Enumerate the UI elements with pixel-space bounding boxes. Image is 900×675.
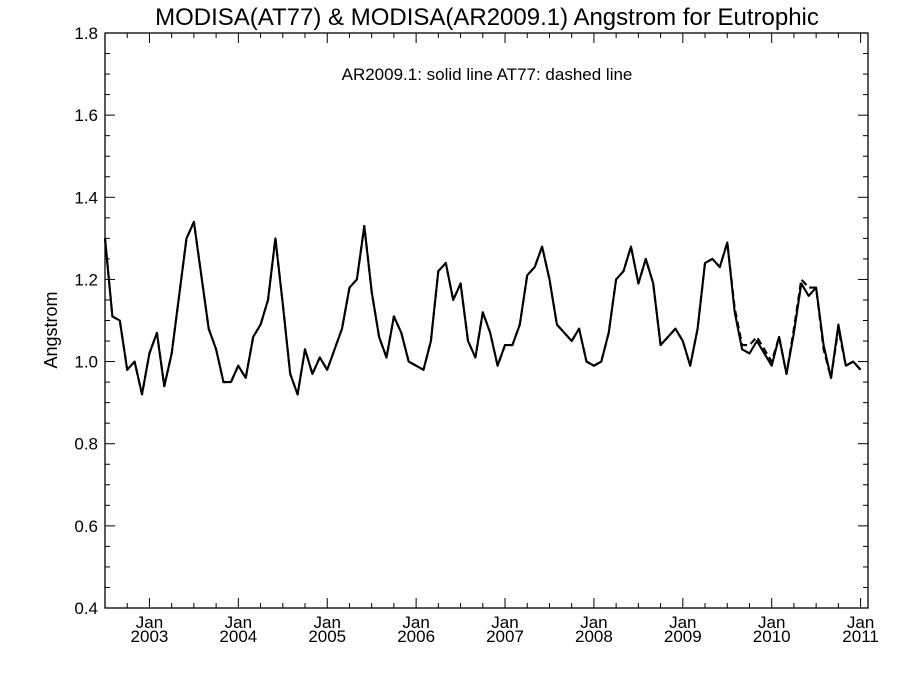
chart-annotation: AR2009.1: solid line AT77: dashed line bbox=[342, 65, 633, 84]
y-tick-label: 1.0 bbox=[74, 353, 98, 372]
chart-title: MODISA(AT77) & MODISA(AR2009.1) Angstrom… bbox=[155, 4, 819, 31]
y-axis-label: Angstrom bbox=[41, 291, 61, 368]
x-tick-month-label: Jan bbox=[491, 613, 518, 632]
x-tick-month-label: Jan bbox=[225, 613, 252, 632]
y-tick-label: 0.8 bbox=[74, 435, 98, 454]
x-tick-month-label: Jan bbox=[758, 613, 785, 632]
x-tick-month-label: Jan bbox=[136, 613, 163, 632]
x-tick-year-label: 2007 bbox=[486, 627, 524, 646]
series-line-at77 bbox=[103, 220, 862, 396]
y-tick-label: 0.6 bbox=[74, 517, 98, 536]
y-tick-label: 1.8 bbox=[74, 24, 98, 43]
y-tick-label: 1.6 bbox=[74, 106, 98, 125]
x-tick-year-label: 2008 bbox=[575, 627, 613, 646]
x-tick-year-label: 2011 bbox=[842, 627, 879, 646]
x-tick-year-label: 2003 bbox=[131, 627, 169, 646]
x-tick-month-label: Jan bbox=[314, 613, 341, 632]
x-tick-year-label: 2009 bbox=[664, 627, 702, 646]
x-tick-year-label: 2005 bbox=[308, 627, 346, 646]
x-tick-month-label: Jan bbox=[580, 613, 607, 632]
x-tick-year-label: 2010 bbox=[753, 627, 791, 646]
x-tick-year-label: 2006 bbox=[397, 627, 435, 646]
series-group bbox=[103, 220, 862, 396]
x-tick-month-label: Jan bbox=[669, 613, 696, 632]
y-tick-label: 0.4 bbox=[74, 599, 98, 618]
x-tick-month-label: Jan bbox=[402, 613, 429, 632]
x-tick-month-label: Jan bbox=[847, 613, 874, 632]
y-tick-label: 1.4 bbox=[74, 188, 98, 207]
series-line-ar2009-1 bbox=[103, 220, 862, 396]
y-tick-label: 1.2 bbox=[74, 270, 98, 289]
axis-ticks: 0.40.60.81.01.21.41.61.8Jan2003Jan2004Ja… bbox=[74, 24, 879, 646]
x-tick-year-label: 2004 bbox=[219, 627, 257, 646]
